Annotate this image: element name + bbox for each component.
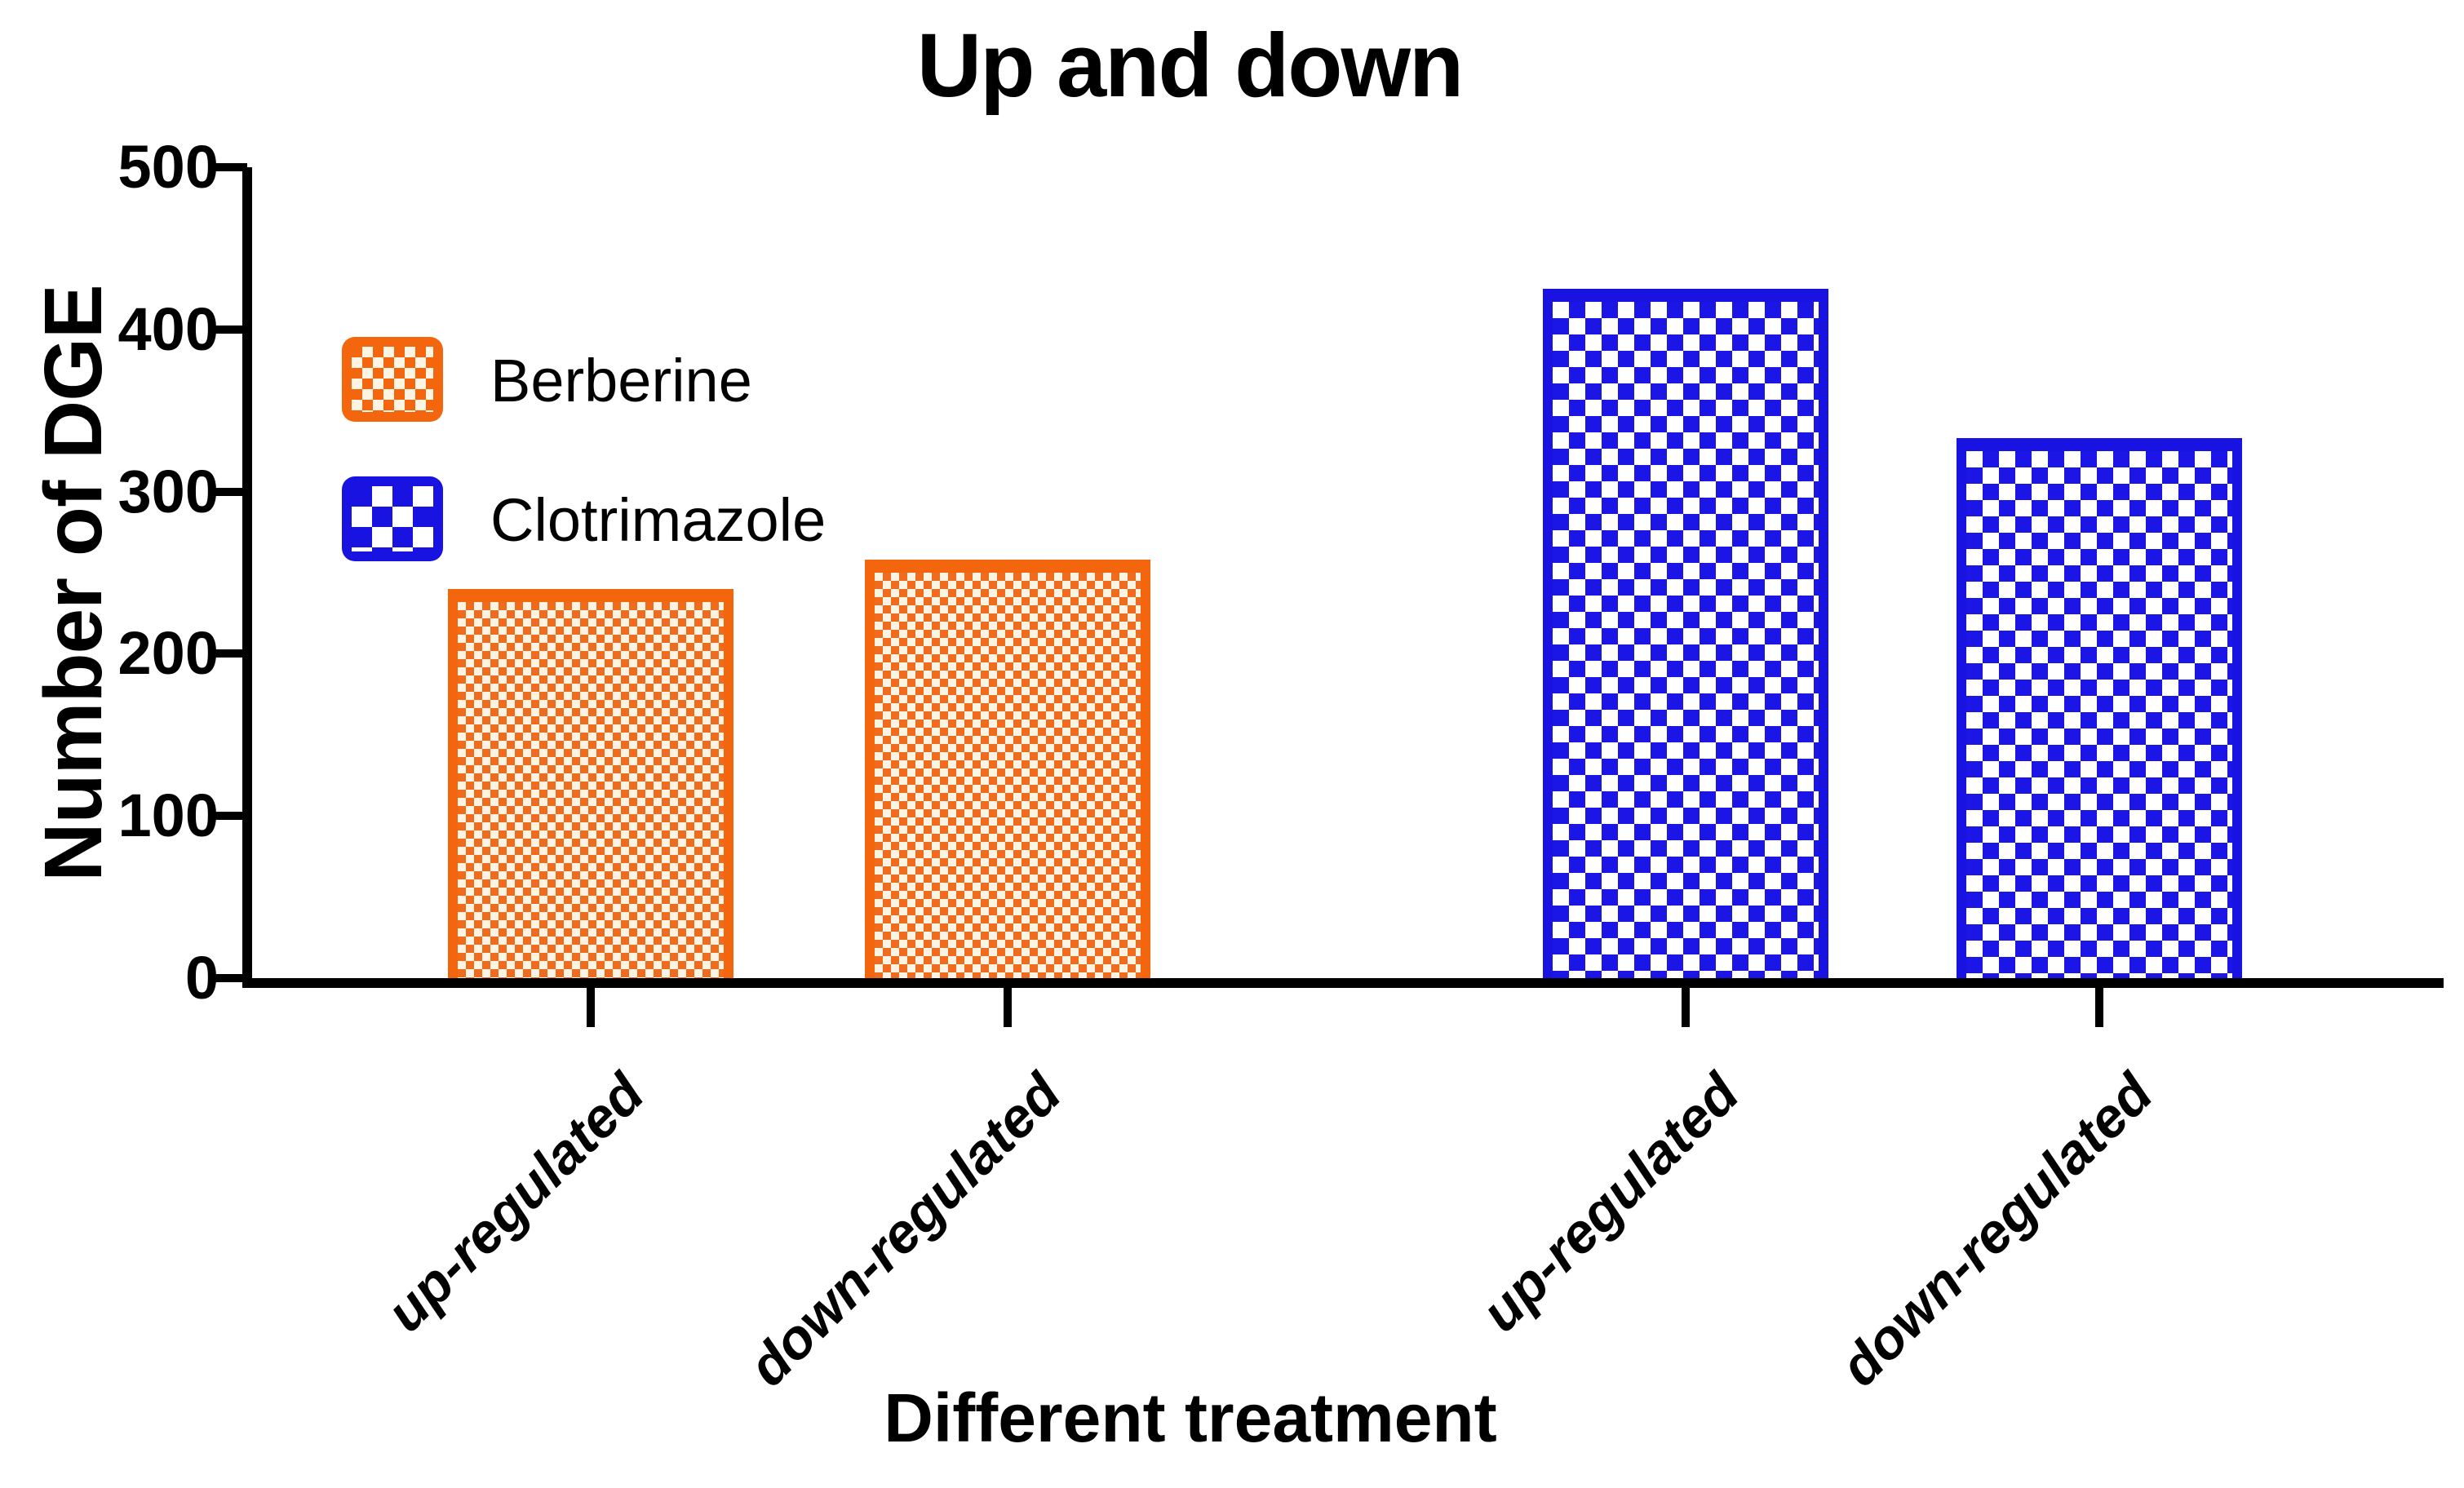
x-axis-title: Different treatment xyxy=(884,1380,1497,1456)
y-tick-label: 100 xyxy=(117,782,219,850)
bar-berberine-down-regulated xyxy=(865,560,1150,978)
y-tick-200 xyxy=(215,649,247,658)
bar-clotrimazole-down-regulated xyxy=(1957,438,2242,978)
y-tick-100 xyxy=(215,812,247,821)
legend-label-clotrimazole: Clotrimazole xyxy=(490,486,827,554)
y-tick-label: 500 xyxy=(117,133,219,201)
y-tick-300 xyxy=(215,487,247,496)
x-axis-line xyxy=(242,978,2444,988)
y-tick-0 xyxy=(215,974,247,982)
x-tick xyxy=(1004,988,1012,1027)
y-axis-line xyxy=(242,167,252,988)
x-tick xyxy=(2095,988,2103,1027)
chart-title: Up and down xyxy=(916,16,1464,116)
y-tick-label: 0 xyxy=(184,944,219,1012)
y-tick-label: 400 xyxy=(117,294,219,363)
legend-swatch-clotrimazole xyxy=(342,476,443,561)
legend-label-berberine: Berberine xyxy=(490,347,752,414)
checkerboard-pattern xyxy=(352,486,433,551)
legend-swatch-berberine xyxy=(342,337,443,422)
y-tick-500 xyxy=(215,163,247,171)
y-tick-400 xyxy=(215,325,247,334)
x-tick xyxy=(587,988,595,1027)
bar-clotrimazole-up-regulated xyxy=(1543,289,1828,978)
y-tick-label: 200 xyxy=(117,619,219,688)
bar-berberine-up-regulated xyxy=(448,589,733,978)
x-tick xyxy=(1682,988,1690,1027)
y-tick-label: 300 xyxy=(117,457,219,525)
checkerboard-pattern xyxy=(352,347,433,412)
